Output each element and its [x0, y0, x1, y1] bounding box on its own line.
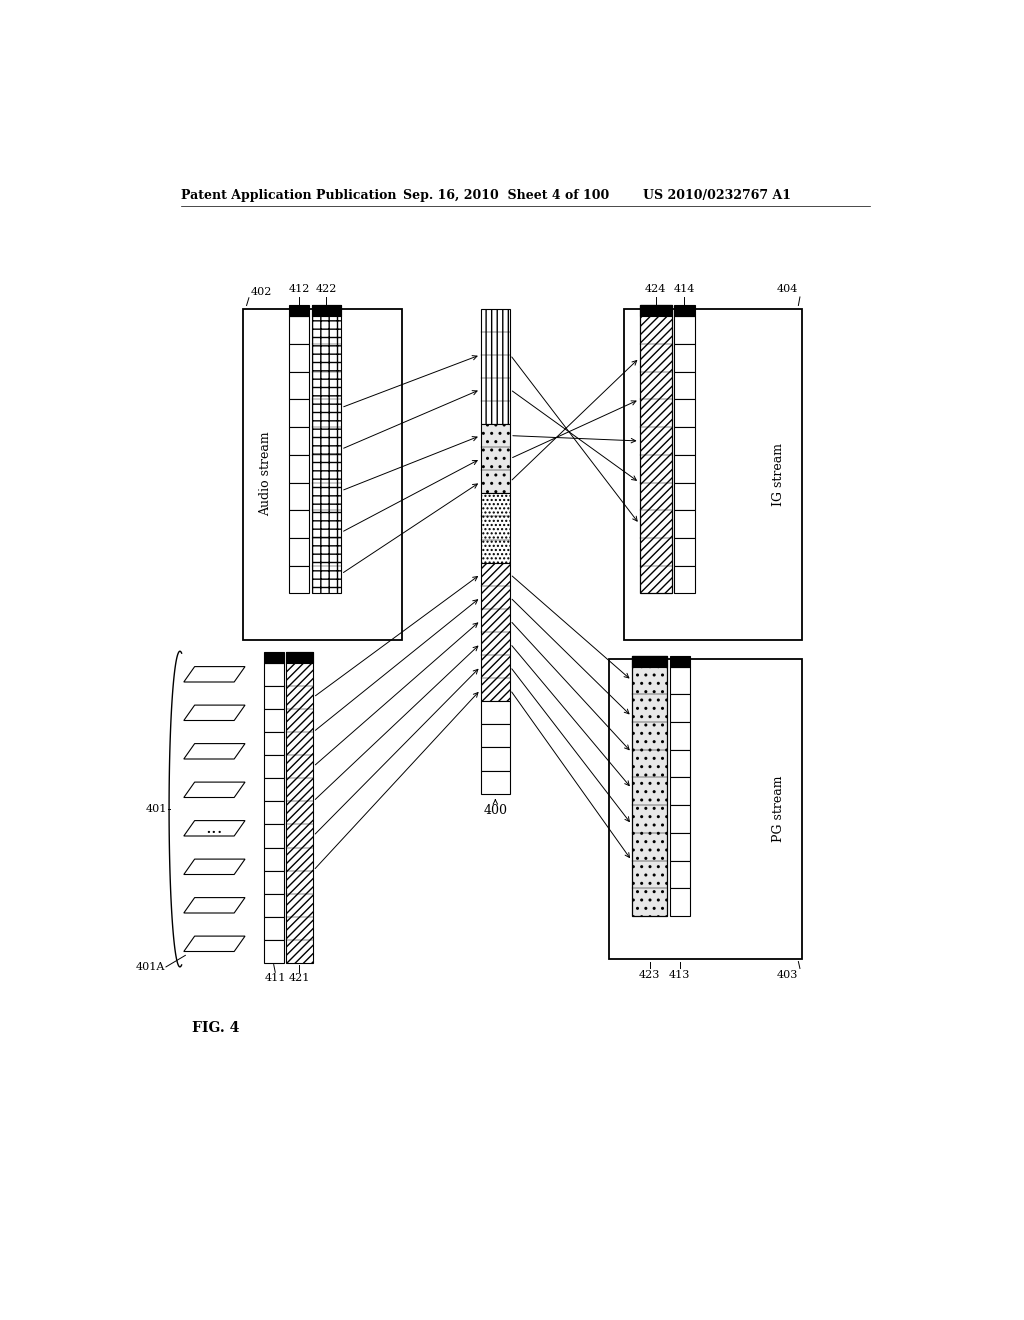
- Bar: [263, 801, 284, 825]
- Polygon shape: [183, 936, 245, 952]
- Text: PG stream: PG stream: [772, 776, 785, 842]
- Bar: [675, 566, 694, 594]
- Bar: [263, 733, 284, 755]
- Bar: [480, 494, 510, 562]
- Bar: [289, 566, 309, 594]
- Text: 401: 401: [145, 804, 167, 814]
- Bar: [670, 861, 690, 888]
- Bar: [263, 686, 284, 709]
- Text: Audio stream: Audio stream: [259, 432, 272, 516]
- Polygon shape: [183, 705, 245, 721]
- Bar: [670, 777, 690, 805]
- Bar: [480, 771, 510, 793]
- Bar: [675, 455, 694, 483]
- Bar: [608, 659, 802, 960]
- Text: 421: 421: [289, 973, 310, 983]
- Text: US 2010/0232767 A1: US 2010/0232767 A1: [643, 189, 792, 202]
- Bar: [289, 317, 309, 345]
- Bar: [675, 428, 694, 455]
- Text: 404: 404: [777, 284, 799, 294]
- Bar: [670, 888, 690, 916]
- Bar: [480, 701, 510, 725]
- Bar: [263, 917, 284, 940]
- Bar: [480, 424, 510, 494]
- Polygon shape: [183, 781, 245, 797]
- Text: 402: 402: [251, 286, 271, 297]
- Polygon shape: [183, 898, 245, 913]
- Bar: [675, 539, 694, 566]
- Text: Sep. 16, 2010  Sheet 4 of 100: Sep. 16, 2010 Sheet 4 of 100: [403, 189, 609, 202]
- Bar: [480, 725, 510, 747]
- Polygon shape: [183, 859, 245, 874]
- Text: ...: ...: [205, 820, 223, 837]
- Polygon shape: [183, 743, 245, 759]
- Bar: [670, 750, 690, 777]
- Bar: [675, 511, 694, 539]
- Text: 403: 403: [777, 970, 799, 979]
- Bar: [675, 400, 694, 428]
- Bar: [289, 539, 309, 566]
- Bar: [670, 722, 690, 750]
- Bar: [263, 663, 284, 686]
- Text: 411: 411: [264, 973, 286, 983]
- Bar: [263, 709, 284, 733]
- Bar: [311, 305, 341, 594]
- Bar: [263, 871, 284, 894]
- Bar: [670, 656, 690, 667]
- Bar: [675, 305, 694, 317]
- Bar: [263, 652, 284, 663]
- Text: FIG. 4: FIG. 4: [191, 1022, 239, 1035]
- Bar: [263, 825, 284, 847]
- Bar: [263, 847, 284, 871]
- Bar: [263, 779, 284, 801]
- Text: IG stream: IG stream: [772, 442, 785, 506]
- Bar: [480, 747, 510, 771]
- Bar: [263, 755, 284, 779]
- Bar: [289, 455, 309, 483]
- Text: 414: 414: [674, 284, 695, 294]
- Bar: [289, 511, 309, 539]
- Bar: [286, 652, 313, 964]
- Bar: [289, 372, 309, 400]
- Bar: [640, 305, 672, 594]
- Bar: [675, 483, 694, 511]
- Bar: [311, 305, 341, 317]
- Text: 423: 423: [639, 970, 660, 979]
- Bar: [670, 833, 690, 861]
- Text: 412: 412: [289, 284, 310, 294]
- Bar: [675, 345, 694, 372]
- Bar: [632, 656, 668, 667]
- Bar: [289, 428, 309, 455]
- Polygon shape: [183, 821, 245, 836]
- Bar: [286, 652, 313, 663]
- Bar: [289, 483, 309, 511]
- Text: 424: 424: [645, 284, 667, 294]
- Bar: [243, 309, 401, 640]
- Polygon shape: [183, 667, 245, 682]
- Text: 400: 400: [483, 804, 507, 817]
- Bar: [670, 667, 690, 694]
- Bar: [640, 305, 672, 317]
- Bar: [289, 305, 309, 317]
- Bar: [670, 805, 690, 833]
- Bar: [263, 940, 284, 964]
- Bar: [480, 309, 510, 424]
- Bar: [670, 694, 690, 722]
- Bar: [289, 345, 309, 372]
- Text: 401A: 401A: [136, 962, 165, 972]
- Bar: [263, 894, 284, 917]
- Text: Patent Application Publication: Patent Application Publication: [180, 189, 396, 202]
- Bar: [480, 562, 510, 701]
- Bar: [675, 317, 694, 345]
- Text: 413: 413: [669, 970, 690, 979]
- Bar: [289, 400, 309, 428]
- Bar: [675, 372, 694, 400]
- Bar: [624, 309, 802, 640]
- Text: 422: 422: [315, 284, 337, 294]
- Bar: [632, 656, 668, 916]
